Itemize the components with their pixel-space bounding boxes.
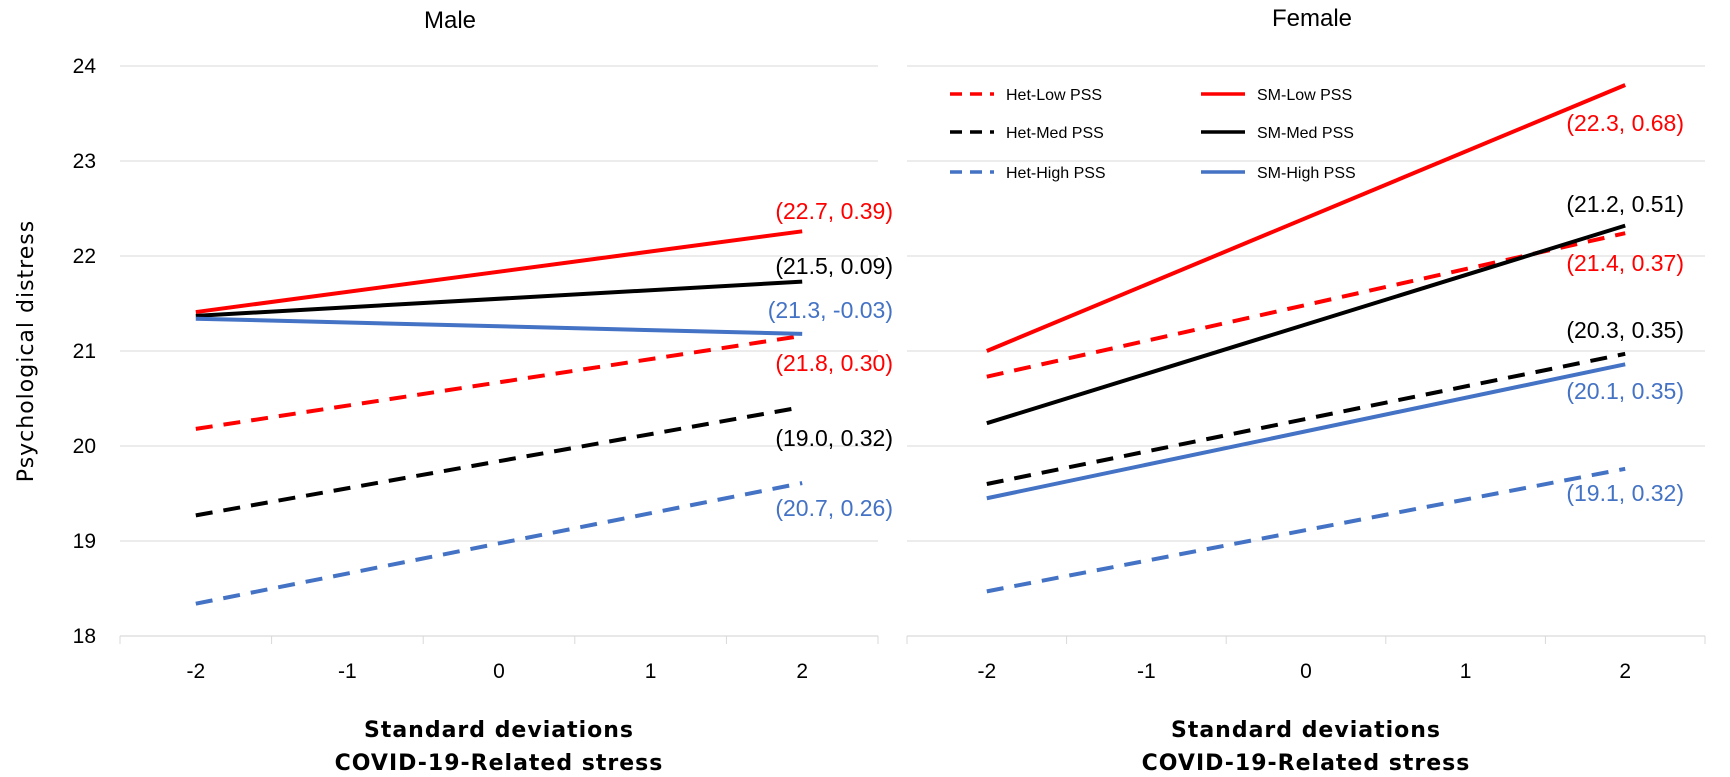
data-label: (19.1, 0.32) [1566, 480, 1684, 506]
y-tick-label: 18 [73, 625, 96, 648]
x-tick-label: -1 [1137, 660, 1156, 683]
data-label: (20.7, 0.26) [775, 495, 893, 521]
x-axis-title-line1: Standard deviations [1171, 718, 1441, 743]
data-label: (20.3, 0.35) [1566, 317, 1684, 343]
male-panel: -2 -1 0 1 2 18 19 20 21 22 23 24 Male Standard deviat… [14, 7, 893, 776]
legend: Het-Low PSS Het-Med PSS Het-High PSS SM-Low… [950, 87, 1356, 182]
legend-entry: SM-Med PSS [1257, 125, 1354, 142]
data-label: (21.3, -0.03) [768, 297, 893, 323]
series-line-sm-high-pss [195, 316, 803, 336]
data-label: (20.1, 0.35) [1566, 378, 1684, 404]
legend-entry: SM-High PSS [1257, 165, 1356, 182]
series-line-sm-low-pss [986, 83, 1626, 353]
series-line-sm-low-pss [195, 229, 803, 315]
data-label: (19.0, 0.32) [775, 425, 893, 451]
x-tick-label: -1 [338, 660, 357, 683]
series-line-sm-med-pss [195, 279, 803, 318]
series-line-het-high-pss [195, 481, 803, 606]
series-line-het-med-pss [986, 351, 1626, 486]
female-panel: -2 -1 0 1 2 Female Standard deviations COVID-19… [906, 5, 1706, 776]
x-axis-title-line2: COVID-19-Related stress [1142, 751, 1471, 776]
series-line-het-med-pss [195, 405, 803, 518]
data-label: (21.2, 0.51) [1566, 191, 1684, 217]
y-tick-label: 23 [73, 150, 96, 173]
x-tick-label: 1 [1460, 660, 1472, 683]
y-tick-label: 20 [73, 435, 96, 458]
series-line-het-high-pss [986, 466, 1626, 594]
y-tick-label: 19 [73, 530, 96, 553]
x-axis-title-line1: Standard deviations [364, 718, 634, 743]
legend-entry: Het-Med PSS [1006, 125, 1104, 142]
data-label: (22.3, 0.68) [1566, 110, 1684, 136]
y-tick-label: 22 [73, 245, 96, 268]
x-tick-label: 2 [796, 660, 808, 683]
series-line-sm-high-pss [986, 362, 1626, 501]
data-label: (21.5, 0.09) [775, 253, 893, 279]
legend-entry: Het-Low PSS [1006, 87, 1102, 104]
legend-entry: Het-High PSS [1006, 165, 1106, 182]
data-label: (21.8, 0.30) [775, 350, 893, 376]
series-line-sm-med-pss [986, 223, 1626, 426]
y-tick-label: 21 [73, 340, 96, 363]
panel-title: Female [1272, 5, 1352, 32]
data-label: (21.4, 0.37) [1566, 250, 1684, 276]
x-tick-label: -2 [977, 660, 996, 683]
y-tick-label: 24 [73, 55, 97, 78]
x-tick-label: 0 [493, 660, 505, 683]
x-tick-label: 2 [1619, 660, 1631, 683]
y-axis-title: Psychological distress [14, 220, 39, 482]
panel-title: Male [424, 7, 476, 34]
legend-entry: SM-Low PSS [1257, 87, 1352, 104]
x-tick-label: 0 [1300, 660, 1312, 683]
series-line-het-low-pss [195, 333, 803, 431]
x-tick-label: -2 [186, 660, 205, 683]
data-label: (22.7, 0.39) [775, 198, 893, 224]
x-tick-label: 1 [645, 660, 657, 683]
x-axis-title-line2: COVID-19-Related stress [335, 751, 664, 776]
